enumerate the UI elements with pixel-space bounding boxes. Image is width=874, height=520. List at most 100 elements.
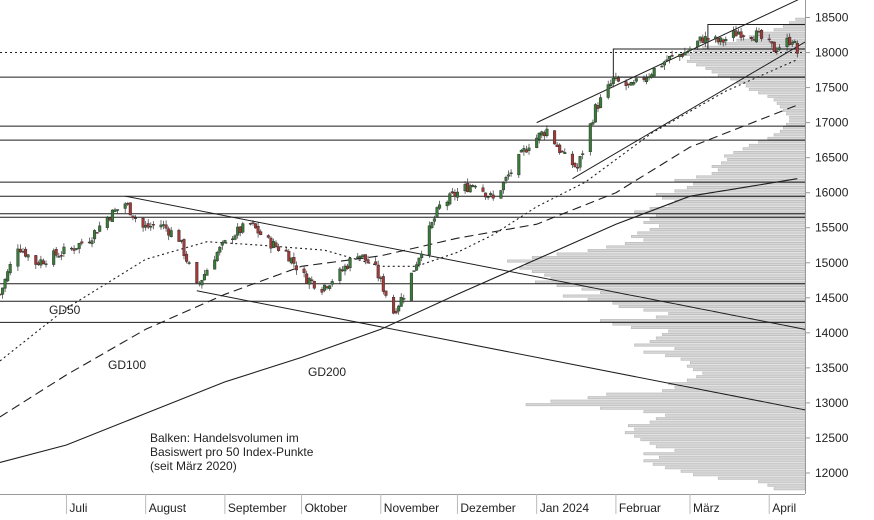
label-gd200: GD200: [308, 365, 346, 379]
candle-down: [376, 264, 380, 279]
ma-line-gd100: [0, 104, 798, 418]
trend-line: [536, 0, 799, 124]
candle-up: [231, 238, 235, 241]
volume-bar: [767, 94, 806, 98]
volume-bar: [733, 151, 806, 154]
candle-up: [1, 287, 5, 295]
volume-bar: [686, 364, 806, 368]
volume-bar: [761, 31, 806, 35]
candle-down: [772, 41, 776, 53]
candle-down: [95, 232, 99, 234]
volume-bar: [686, 378, 806, 382]
trend-line: [572, 41, 806, 180]
volume-bar: [587, 396, 806, 400]
candle-up: [537, 132, 541, 140]
volume-bar: [711, 70, 806, 74]
volume-bar: [562, 294, 806, 298]
candle-up: [609, 83, 613, 87]
volume-bar: [680, 469, 806, 473]
volume-bar: [702, 45, 806, 49]
candle-up: [662, 61, 666, 66]
volume-bar: [550, 277, 806, 280]
volume-bar: [624, 242, 806, 245]
candle-up: [93, 230, 97, 240]
volume-bar: [634, 210, 806, 214]
volume-bar: [534, 280, 806, 284]
candle-up: [6, 271, 10, 282]
candle-up: [289, 257, 293, 264]
candle-down: [616, 77, 620, 82]
volume-bar: [507, 259, 806, 263]
volume-profile: [507, 17, 806, 491]
range-box: [707, 24, 805, 50]
volume-bar: [519, 266, 806, 270]
volume-bar: [634, 427, 806, 431]
candle-down: [248, 223, 252, 225]
candle-down: [721, 39, 725, 43]
candle-up: [581, 153, 585, 155]
volume-bar: [693, 473, 806, 477]
y-tick-label: 12000: [815, 466, 849, 480]
volume-bar: [782, 24, 806, 28]
volume-bar: [531, 270, 806, 273]
volume-bar: [649, 217, 806, 221]
candle-down: [108, 217, 112, 221]
moving-averages: [0, 59, 798, 464]
candle-down: [394, 310, 398, 314]
candle-up: [236, 226, 240, 236]
y-tick-label: 16500: [815, 151, 849, 165]
candle-down: [310, 279, 314, 281]
volume-bar: [587, 249, 806, 252]
candle-down: [177, 230, 181, 242]
candle-up: [39, 259, 43, 266]
candle-down: [18, 248, 22, 253]
label-gd50: GD50: [49, 303, 81, 317]
candle-up: [16, 248, 20, 267]
y-tick-label: 18500: [815, 11, 849, 25]
candle-up: [517, 154, 521, 176]
candle-down: [256, 225, 260, 234]
candle-up: [213, 259, 217, 270]
volume-bar: [643, 308, 806, 312]
volume-bar: [649, 420, 806, 424]
candle-up: [271, 240, 275, 248]
x-tick-label: März: [693, 501, 720, 515]
candle-up: [683, 52, 687, 56]
candle-down: [374, 261, 378, 265]
candle-down: [80, 241, 84, 244]
y-tick-label: 18000: [815, 46, 849, 60]
candle-down: [141, 217, 145, 228]
candle-up: [777, 47, 781, 50]
candle-down: [558, 144, 562, 153]
candle-down: [195, 262, 199, 284]
candle-up: [98, 225, 102, 232]
candle-down: [259, 231, 263, 236]
candle-up: [790, 42, 794, 45]
candle-down: [734, 30, 738, 37]
candle-down: [287, 251, 291, 262]
candle-down: [596, 105, 600, 109]
volume-note-line-2: Basiswert pro 50 Index-Punkte: [150, 445, 314, 459]
x-axis: Juli August September Oktober November Dezemb…: [65, 494, 796, 515]
candle-up: [473, 185, 477, 188]
volume-bar: [742, 147, 806, 151]
candle-down: [294, 265, 298, 271]
volume-bar: [643, 238, 806, 242]
volume-bar: [724, 154, 806, 158]
volume-bar: [624, 431, 806, 435]
candle-up: [785, 37, 789, 47]
candle-up: [241, 223, 245, 233]
volume-bar: [748, 143, 806, 147]
volume-bar: [662, 333, 806, 336]
candle-down: [320, 289, 324, 293]
candle-down: [59, 255, 63, 257]
volume-bar: [727, 158, 806, 161]
candle-down: [670, 55, 674, 57]
volume-bar: [786, 112, 806, 116]
candle-down: [128, 202, 132, 216]
candle-up: [591, 122, 595, 125]
trend-lines: [125, 0, 806, 411]
candle-down: [384, 290, 388, 296]
candle-up: [348, 257, 352, 269]
volume-bar: [773, 487, 806, 491]
